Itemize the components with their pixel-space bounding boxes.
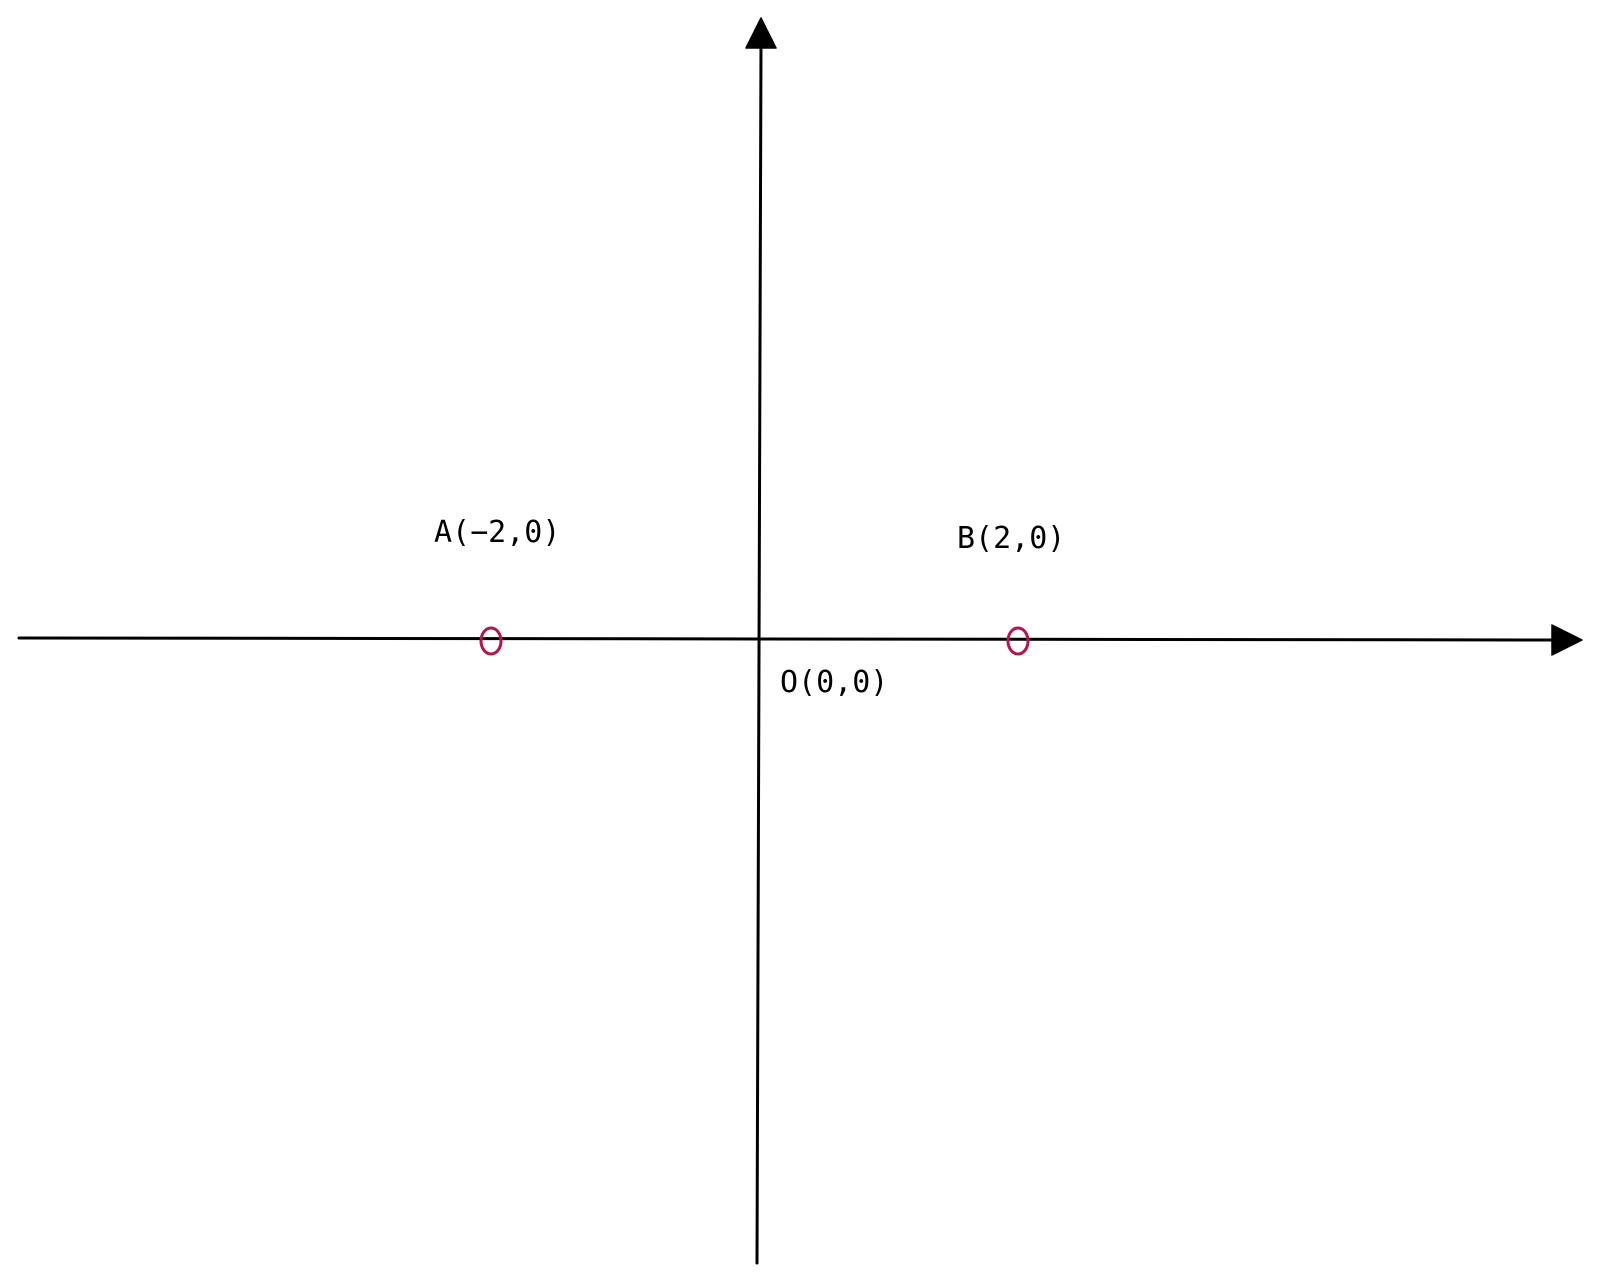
- x-axis-arrowhead: [1551, 624, 1583, 656]
- point-a-marker: [479, 626, 503, 656]
- y-axis: [755, 40, 763, 1265]
- point-b-label: B(2,0): [957, 521, 1065, 556]
- point-b-marker: [1006, 626, 1030, 656]
- y-axis-arrowhead: [745, 17, 777, 49]
- x-axis: [17, 636, 1562, 642]
- point-a-label: A(−2,0): [434, 515, 560, 550]
- origin-label: O(0,0): [780, 665, 888, 700]
